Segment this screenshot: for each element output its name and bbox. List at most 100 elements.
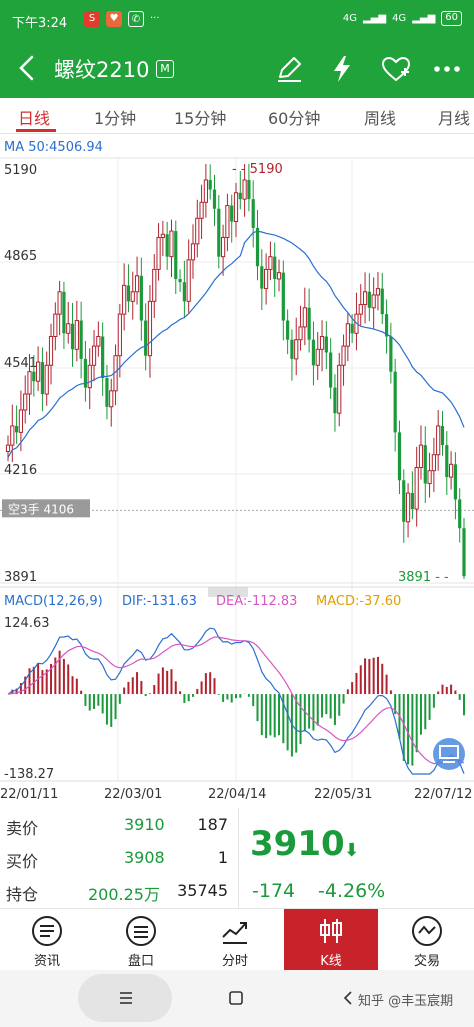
x-tick-label: 22/05/31 [314, 787, 372, 802]
main-grid [0, 157, 474, 782]
macd-histogram [11, 650, 465, 766]
news-icon [32, 916, 62, 946]
candle-body [329, 352, 333, 388]
candle-body [350, 323, 354, 334]
candle-body [212, 189, 217, 209]
nav-kline[interactable]: K线 [284, 909, 378, 971]
back-icon[interactable] [340, 990, 356, 1006]
candle-body [402, 480, 406, 522]
candle-body [238, 192, 242, 200]
candle-body [311, 339, 316, 366]
orderbook-icon [126, 916, 156, 946]
status-time: 下午3:24 [12, 16, 68, 31]
tab-15min[interactable]: 15分钟 [174, 109, 227, 128]
candle-body [260, 266, 264, 289]
candle-body [105, 378, 109, 407]
candle-body [83, 358, 88, 388]
tab-1min[interactable]: 1分钟 [94, 109, 137, 128]
heart-add-icon[interactable] [380, 54, 412, 84]
candle-body [319, 336, 325, 350]
quote-divider [238, 808, 239, 908]
status-dots: ··· [150, 13, 160, 24]
candle-body [333, 387, 337, 414]
candle-body [165, 234, 169, 257]
candle-body [384, 314, 389, 337]
dea-label: DEA:-112.83 [216, 594, 297, 609]
more-dots-icon[interactable] [432, 54, 462, 84]
candle-body [96, 336, 101, 347]
nav-label: 盘口 [127, 954, 154, 969]
tab-monthly[interactable]: 月线 [438, 109, 471, 128]
dif-label: DIF:-131.63 [122, 594, 197, 609]
candle-body [70, 323, 75, 350]
nav-timeshare[interactable]: 分时 [188, 909, 282, 971]
nav-label: 资讯 [33, 954, 60, 969]
ask-volume: 187 [197, 815, 228, 834]
candle-body [101, 336, 105, 379]
menu-icon[interactable] [118, 990, 134, 1006]
candle-body [122, 284, 127, 315]
candle-body [268, 256, 273, 270]
candle-body [195, 217, 200, 245]
candle-body [276, 272, 282, 280]
candle-body [302, 307, 307, 328]
nav-news[interactable]: 资讯 [0, 909, 94, 971]
position-label: 空3手 4106 [8, 502, 74, 516]
candle-body [53, 313, 58, 338]
candle-body [423, 445, 427, 484]
candle-body [178, 279, 182, 283]
signal-bars-icon: ▂▄▆ [362, 13, 387, 24]
bid-label: 买价 [6, 852, 39, 871]
candle-body [190, 243, 196, 261]
bid-row: 买价 3908 1 [0, 841, 238, 874]
pencil-icon[interactable] [274, 54, 304, 84]
signal-4g-icon-2: 4G [392, 13, 407, 24]
tab-60min[interactable]: 60分钟 [268, 109, 321, 128]
bid-volume: 1 [217, 848, 228, 867]
candle-body [169, 230, 174, 258]
candle-body [62, 291, 66, 334]
candle-body [79, 320, 83, 359]
ask-label: 卖价 [6, 819, 39, 838]
price-change: -174 [252, 880, 296, 902]
candle-body [273, 256, 277, 280]
candle-body [341, 345, 346, 366]
status-right: 4G ▂▄▆ 4G ▂▄▆ 60 [343, 11, 462, 26]
page-title: 螺纹2210 [54, 58, 150, 82]
x-tick-label: 22/07/12 [414, 787, 472, 802]
kline-chart[interactable]: MA 50:4506.94 5190 4865 4541 4216 3891 空… [0, 134, 474, 808]
down-arrow-icon: ⬇ [344, 840, 360, 861]
candle-body [264, 268, 269, 290]
candle-body [431, 454, 436, 472]
chevron-left-icon[interactable] [14, 54, 40, 82]
phone-icon: ✆ [128, 11, 144, 27]
candle-body [182, 282, 186, 302]
split-handle[interactable] [208, 587, 248, 597]
candle-body [225, 205, 230, 238]
nav-trade[interactable]: 交易 [380, 909, 474, 971]
candle-body [186, 259, 191, 302]
macd-title: MACD(12,26,9) [4, 594, 103, 609]
candle-body [230, 205, 234, 222]
tab-weekly[interactable]: 周线 [364, 109, 397, 128]
candle-body [371, 294, 376, 309]
x-tick-label: 22/01/11 [0, 787, 58, 802]
lightning-icon[interactable] [328, 54, 356, 84]
candle-body [199, 201, 204, 219]
candle-body [5, 444, 11, 453]
candle-body [139, 275, 143, 321]
macd-bottom-label: -138.27 [4, 767, 54, 782]
nav-orderbook[interactable]: 盘口 [94, 909, 188, 971]
ask-row: 卖价 3910 187 [0, 808, 238, 841]
chart-reset-icon[interactable] [433, 738, 465, 770]
candle-body [255, 227, 260, 267]
home-icon[interactable] [228, 990, 244, 1006]
candle-body [109, 390, 114, 408]
tab-daily[interactable]: 日线 [18, 109, 51, 128]
candle-body [156, 236, 161, 270]
open-interest-row: 持仓 200.25万 35745 [0, 874, 238, 907]
main-contract-badge: M [156, 60, 174, 78]
candle-body [324, 336, 328, 353]
candle-body [40, 362, 45, 395]
status-bar: 下午3:24 S ♥ ✆ ··· 4G ▂▄▆ 4G ▂▄▆ 60 [0, 0, 474, 40]
